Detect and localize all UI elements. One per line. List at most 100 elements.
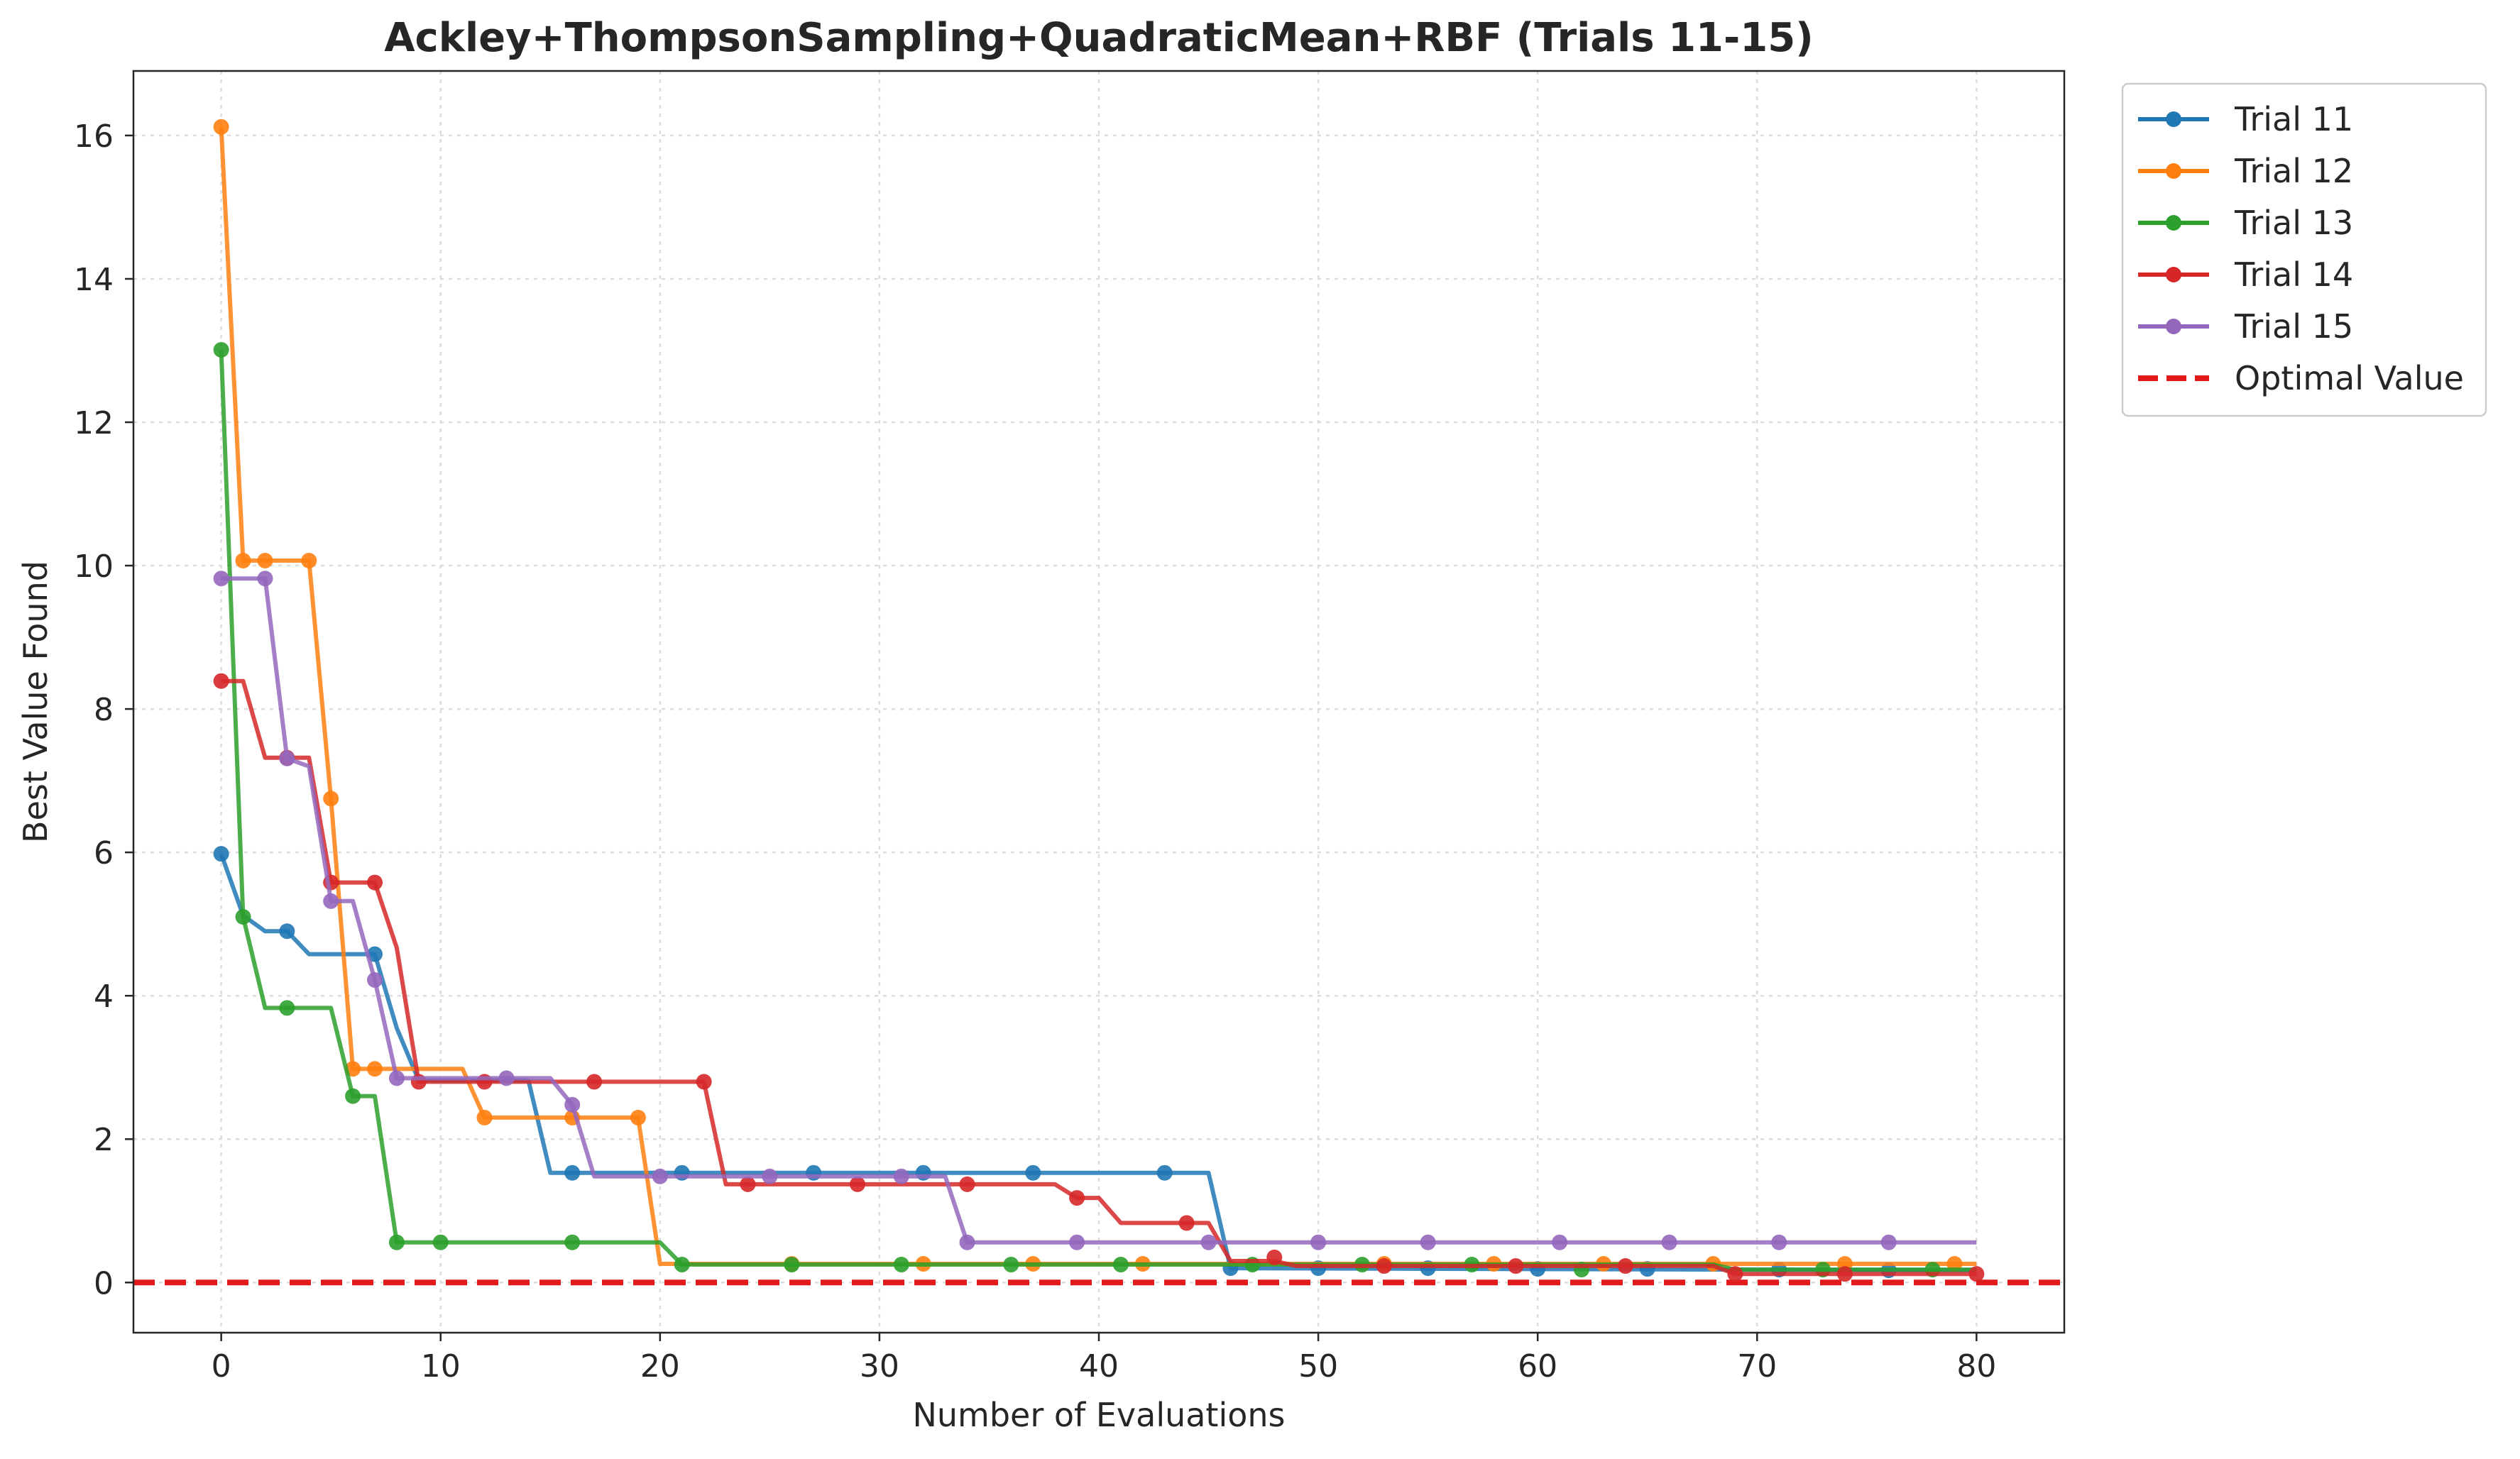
data-point (1836, 1266, 1853, 1282)
y-tick-label: 14 (74, 262, 114, 298)
legend-marker (2166, 111, 2181, 127)
legend-label: Trial 13 (2234, 204, 2353, 242)
data-point (213, 673, 229, 689)
legend-label: Trial 15 (2234, 307, 2353, 346)
data-point (388, 1070, 405, 1086)
data-point (388, 1234, 405, 1250)
legend-item: Trial 13 (2138, 204, 2353, 242)
data-point (1200, 1234, 1217, 1250)
data-point (959, 1176, 975, 1192)
data-point (586, 1074, 603, 1090)
data-point (323, 791, 339, 807)
legend-label: Trial 14 (2234, 255, 2353, 294)
data-point (1178, 1215, 1195, 1231)
x-tick-label: 40 (1079, 1348, 1119, 1384)
legend-item: Trial 14 (2138, 255, 2353, 294)
data-point (279, 750, 295, 766)
data-point (1617, 1258, 1633, 1274)
data-point (213, 571, 229, 587)
series-trial-15 (213, 571, 1977, 1250)
data-point (762, 1168, 778, 1184)
x-tick-label: 80 (1956, 1348, 1996, 1384)
data-point (279, 1000, 295, 1016)
x-tick-label: 70 (1737, 1348, 1777, 1384)
data-point (235, 909, 251, 925)
legend: Trial 11 Trial 12 Trial 13 Trial 14 Trial 15… (2121, 82, 2487, 417)
data-point (850, 1176, 865, 1192)
legend-label: Trial 12 (2234, 152, 2353, 190)
data-point (1727, 1266, 1743, 1282)
data-point (1880, 1234, 1897, 1250)
x-tick-label: 60 (1518, 1348, 1557, 1384)
data-point (213, 119, 229, 135)
data-point (367, 971, 383, 988)
data-point (1420, 1234, 1436, 1250)
data-point (1003, 1257, 1019, 1273)
data-point (564, 1234, 581, 1250)
data-point (476, 1109, 493, 1125)
legend-marker (2166, 267, 2181, 282)
series-trial-11 (213, 846, 1977, 1279)
data-point (1069, 1234, 1085, 1250)
data-point (1310, 1234, 1327, 1250)
data-point (279, 923, 295, 940)
legend-label: Trial 11 (2234, 100, 2353, 138)
data-point (323, 893, 339, 909)
y-tick-label: 10 (74, 549, 114, 585)
data-point (213, 846, 229, 862)
data-point (1156, 1165, 1173, 1181)
data-point (301, 552, 317, 568)
data-point (257, 571, 273, 587)
data-point (1025, 1165, 1041, 1181)
data-point (1266, 1249, 1283, 1265)
legend-item: Optimal Value (2138, 359, 2464, 397)
x-tick-label: 50 (1298, 1348, 1338, 1384)
y-axis-label: Best Value Found (16, 561, 55, 843)
y-tick-label: 4 (94, 979, 114, 1015)
data-point (652, 1168, 668, 1184)
data-point (257, 552, 273, 568)
data-point (1968, 1266, 1985, 1282)
data-point (784, 1257, 800, 1273)
y-tick-label: 8 (94, 692, 114, 728)
data-point (367, 874, 383, 891)
data-point (1552, 1234, 1568, 1250)
data-point (235, 552, 251, 568)
series-line (219, 853, 1977, 1273)
data-point (564, 1165, 581, 1181)
legend-frame (2121, 82, 2487, 417)
data-point (1771, 1234, 1787, 1250)
data-point (213, 341, 229, 358)
data-point (498, 1070, 515, 1086)
data-point (1661, 1234, 1677, 1250)
y-tick-label: 12 (74, 405, 114, 441)
data-point (674, 1257, 690, 1273)
legend-item: Trial 11 (2138, 100, 2353, 138)
legend-marker (2166, 215, 2181, 231)
data-point (345, 1088, 361, 1104)
x-tick-label: 30 (860, 1348, 899, 1384)
x-tick-label: 10 (421, 1348, 461, 1384)
legend-item: Trial 15 (2138, 307, 2353, 346)
data-point (564, 1096, 581, 1113)
legend-label: Optimal Value (2235, 359, 2464, 397)
data-point (740, 1176, 756, 1192)
legend-item: Trial 12 (2138, 152, 2353, 190)
y-tick-label: 0 (94, 1265, 114, 1301)
data-point (696, 1074, 712, 1090)
y-tick-label: 2 (94, 1122, 114, 1158)
data-point (367, 1061, 383, 1077)
x-tick-label: 0 (212, 1348, 231, 1384)
y-tick-label: 6 (94, 835, 114, 871)
series-line (219, 126, 1977, 1266)
data-point (893, 1168, 909, 1184)
data-point (630, 1109, 646, 1125)
y-tick-label: 16 (74, 119, 114, 155)
x-tick-label: 20 (640, 1348, 680, 1384)
x-axis-label: Number of Evaluations (912, 1396, 1285, 1434)
data-point (893, 1257, 909, 1273)
data-point (959, 1234, 975, 1250)
data-point (1069, 1190, 1085, 1206)
